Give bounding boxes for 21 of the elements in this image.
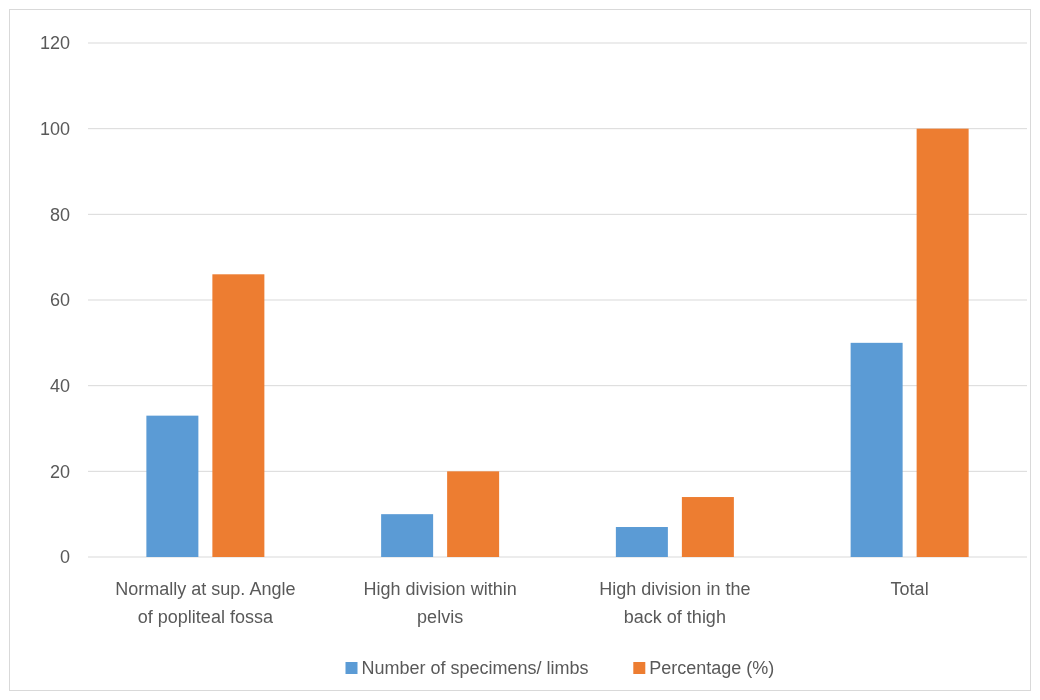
bar [447,471,500,557]
x-tick-label: Normally at sup. Angle of popliteal fossa [115,579,296,627]
bar [212,274,265,557]
bar [850,342,903,557]
y-tick-label: 80 [49,204,70,225]
bar [681,497,734,557]
y-tick-label: 20 [49,461,70,482]
bar [916,128,969,557]
x-tick-label: High division within pelvis [363,579,517,627]
x-tick-label: High division in the back of thigh [599,579,751,627]
legend-label: Percentage (%) [649,658,775,679]
y-tick-label: 120 [39,33,70,54]
y-tick-label: 40 [49,375,70,396]
bar [615,527,668,557]
bar [381,514,434,557]
x-tick-label: Total [890,579,929,599]
y-tick-label: 0 [59,547,70,568]
y-tick-label: 100 [39,118,70,139]
bar [146,415,199,557]
y-tick-label: 60 [49,290,70,311]
legend-label: Number of specimens/ limbs [361,658,589,679]
